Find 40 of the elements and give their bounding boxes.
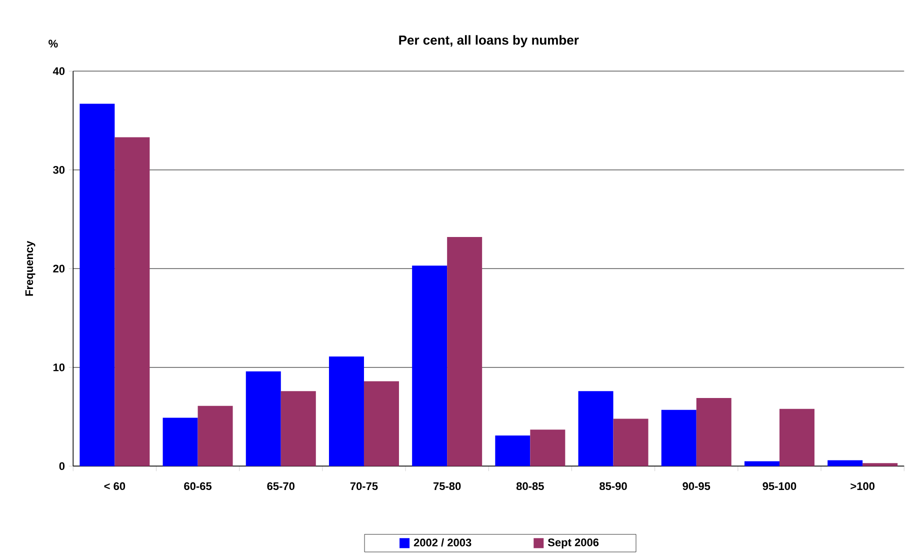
x-tick-label: < 60 — [104, 482, 126, 490]
legend-label: Sept 2006 — [548, 538, 599, 548]
bar — [280, 391, 316, 466]
x-tick-label: 65-70 — [267, 482, 294, 490]
x-tick-label: 60-65 — [184, 482, 212, 490]
legend-label: 2002 / 2003 — [414, 538, 472, 547]
bar — [862, 463, 898, 466]
bar — [328, 356, 364, 466]
bar — [114, 137, 150, 466]
bar — [661, 410, 696, 466]
y-axis-title: Frequency — [25, 240, 36, 296]
bar — [246, 371, 281, 466]
x-tick-label: 85-90 — [600, 482, 627, 490]
bar — [80, 104, 115, 466]
x-tick-label: 70-75 — [350, 482, 378, 490]
bar — [495, 436, 530, 466]
bar — [412, 266, 448, 466]
bar — [779, 408, 814, 466]
bar — [828, 460, 863, 466]
bar — [578, 391, 614, 466]
y-tick-label: 30 — [53, 166, 65, 174]
y-tick-label: 20 — [53, 264, 65, 273]
bar — [696, 398, 732, 466]
chart-title: Per cent, all loans by number — [399, 35, 579, 48]
y-tick-label: 0 — [59, 462, 65, 470]
x-tick-label: 90-95 — [682, 482, 710, 490]
x-tick-label: 75-80 — [433, 482, 461, 490]
y-tick-label: 40 — [52, 67, 65, 76]
bar — [198, 406, 233, 466]
x-tick-label: 95-100 — [762, 482, 796, 490]
bar — [613, 418, 648, 466]
bar — [744, 461, 780, 466]
bar — [364, 381, 399, 466]
x-tick-label: 80-85 — [516, 482, 544, 490]
bar — [162, 418, 198, 466]
bar — [447, 237, 482, 466]
y-tick-label: 10 — [53, 363, 65, 372]
x-tick-label: >100 — [850, 482, 874, 490]
text: % — [48, 40, 58, 48]
bar — [530, 430, 566, 466]
